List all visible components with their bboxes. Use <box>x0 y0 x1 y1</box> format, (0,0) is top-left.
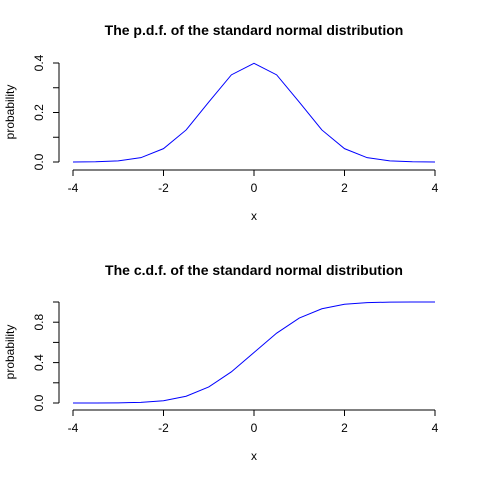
cdf-y-tick-label: 0.4 <box>32 354 46 371</box>
pdf-x-tick-label: 2 <box>341 181 348 195</box>
pdf-x-tick-label: -2 <box>158 181 169 195</box>
pdf-curve <box>72 62 436 163</box>
pdf-y-tick-label: 0.0 <box>32 153 46 170</box>
pdf-plot-area <box>72 62 436 163</box>
cdf-x-tick-label: -2 <box>158 421 169 435</box>
pdf-x-tick-label: -4 <box>68 181 79 195</box>
cdf-y-tick-label: 0.0 <box>32 394 46 411</box>
cdf-x-tick-label: 2 <box>341 421 348 435</box>
cdf-y-axis: 0.0 0.4 0.8 <box>32 301 60 411</box>
pdf-y-axis-label: probability <box>3 85 17 140</box>
pdf-title: The p.d.f. of the standard normal distri… <box>105 22 404 38</box>
pdf-y-tick-label: 0.2 <box>32 104 46 121</box>
cdf-panel: The c.d.f. of the standard normal distri… <box>3 262 439 463</box>
cdf-curve <box>72 301 436 404</box>
cdf-y-tick-label: 0.8 <box>32 314 46 331</box>
cdf-y-axis-label: probability <box>3 325 17 380</box>
cdf-x-axis-label: x <box>251 449 257 463</box>
cdf-x-tick-label: 4 <box>432 421 439 435</box>
cdf-plot-area <box>72 301 436 404</box>
cdf-title: The c.d.f. of the standard normal distri… <box>105 262 403 278</box>
pdf-y-tick-label: 0.4 <box>32 54 46 71</box>
pdf-panel: The p.d.f. of the standard normal distri… <box>3 22 439 223</box>
pdf-x-axis-label: x <box>251 209 257 223</box>
cdf-x-axis: -4 -2 0 2 4 <box>68 409 439 435</box>
pdf-y-axis: 0.0 0.2 0.4 <box>32 54 60 170</box>
pdf-x-tick-label: 0 <box>251 181 258 195</box>
pdf-x-tick-label: 4 <box>432 181 439 195</box>
pdf-x-axis: -4 -2 0 2 4 <box>68 169 439 195</box>
cdf-x-tick-label: 0 <box>251 421 258 435</box>
cdf-x-tick-label: -4 <box>68 421 79 435</box>
